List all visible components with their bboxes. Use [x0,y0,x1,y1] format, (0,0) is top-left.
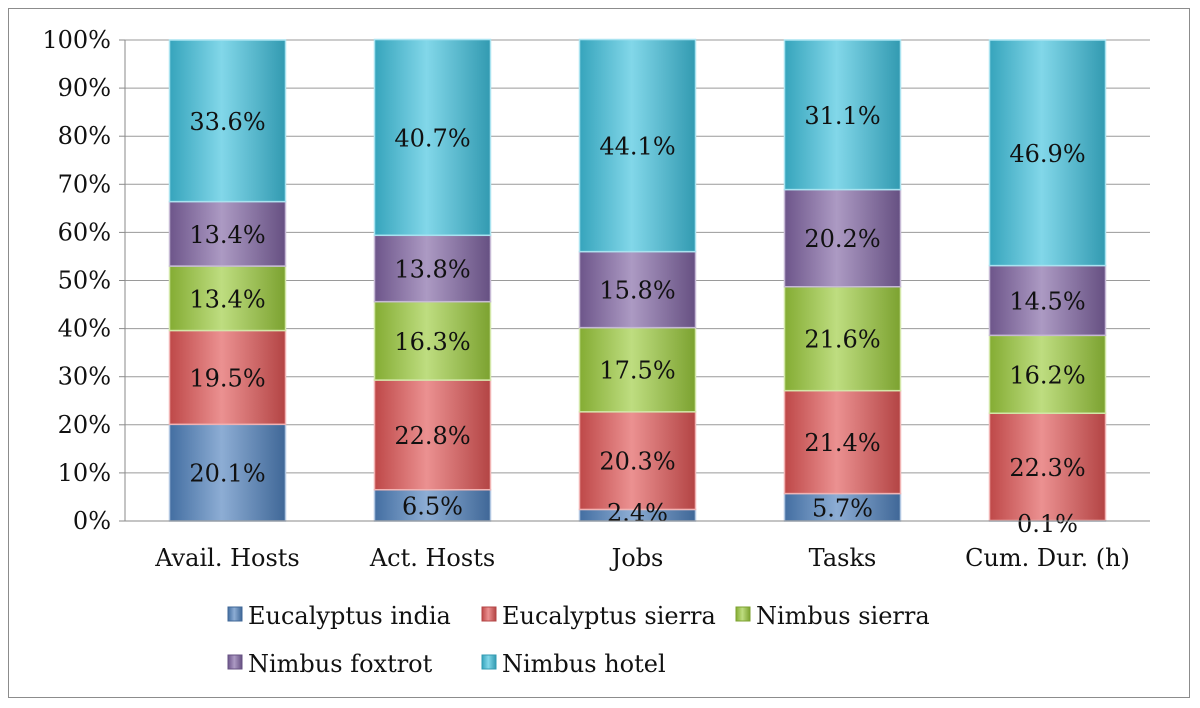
data-label: 2.4% [607,499,668,527]
legend-swatch [481,606,497,622]
data-label: 21.4% [804,429,880,457]
bar-segment-eucalyptus-sierra [168,329,287,426]
bar-segment-nimbus-hotel [168,39,287,203]
x-axis: Avail. Hosts Act. Hosts Jobs Tasks Cum. Dur.… [125,520,1150,572]
bars [168,38,1107,522]
data-label: 40.7% [394,124,470,152]
legend-swatch [735,606,751,622]
bar-segment-nimbus-sierra [988,334,1107,415]
x-category-label: Avail. Hosts [154,544,300,572]
bar-segment-nimbus-hotel [783,39,902,191]
bar-segment-eucalyptus-sierra [783,389,902,495]
y-tick-label: 10% [58,459,111,487]
bar-segment-nimbus-foxtrot [373,234,492,303]
data-label: 17.5% [599,357,675,385]
legend-label: Eucalyptus sierra [502,602,716,630]
bar-segment-eucalyptus-sierra [578,411,697,511]
bar-segment-nimbus-sierra [373,300,492,381]
data-label: 20.2% [804,225,880,253]
data-label: 44.1% [599,133,675,161]
data-label: 19.5% [189,364,265,392]
bar-segment-nimbus-hotel [988,39,1107,267]
legend: Eucalyptus india Eucalyptus sierra Nimbus … [227,602,930,678]
data-label: 6.5% [402,492,463,520]
legend-label: Nimbus foxtrot [248,650,433,678]
legend-label: Nimbus hotel [502,650,666,678]
bar-segment-nimbus-foxtrot [783,188,902,288]
y-tick-label: 20% [58,411,111,439]
data-label: 46.9% [1009,140,1085,168]
x-category-label: Cum. Dur. (h) [965,544,1130,572]
bar-segment-eucalyptus-sierra [988,412,1107,522]
data-label: 13.4% [189,221,265,249]
bar-segment-eucalyptus-india [373,488,492,522]
data-label: 16.3% [394,328,470,356]
data-label: 20.3% [599,448,675,476]
bar-segment-eucalyptus-sierra [373,379,492,491]
bar-segment-nimbus-foxtrot [988,264,1107,337]
data-label: 16.2% [1009,361,1085,389]
data-label: 31.1% [804,102,880,130]
y-tick-label: 80% [58,122,111,150]
y-tick-label: 70% [58,170,111,198]
data-label: 5.7% [812,494,873,522]
x-category-label: Tasks [809,544,877,572]
data-label: 0.1% [1017,510,1078,538]
bar-segment-nimbus-sierra [168,265,287,332]
bar-segment-nimbus-hotel [578,38,697,253]
legend-swatch [481,654,497,670]
legend-label: Eucalyptus india [248,602,451,630]
data-label: 22.3% [1009,454,1085,482]
x-category-label: Jobs [609,544,664,572]
y-tick-label: 0% [73,507,111,535]
data-label: 13.8% [394,255,470,283]
y-tick-label: 30% [58,363,111,391]
data-label: 33.6% [189,108,265,136]
bar-segment-nimbus-foxtrot [578,250,697,329]
legend-label: Nimbus sierra [756,602,930,630]
x-category-label: Act. Hosts [369,544,495,572]
bar-segment-nimbus-foxtrot [168,200,287,267]
bar-segment-nimbus-sierra [783,286,902,392]
legend-swatch [227,654,243,670]
bar-segment-nimbus-sierra [578,326,697,413]
y-tick-label: 50% [58,267,111,295]
data-label: 20.1% [189,460,265,488]
data-labels: 20.1% 19.5% 13.4% 13.4% 33.6% 6.5% 22.8% 16.3% 1… [189,102,1085,538]
data-label: 15.8% [599,277,675,305]
y-tick-label: 100% [42,26,111,54]
data-label: 13.4% [189,285,265,313]
bar-segment-nimbus-hotel [373,38,492,237]
data-label: 22.8% [394,422,470,450]
data-label: 14.5% [1009,287,1085,315]
y-axis: 0% 10% 20% 30% 40% 50% 60% 70% 80% 90% 100% [42,26,126,535]
legend-swatch [227,606,243,622]
y-tick-label: 40% [58,315,111,343]
bar-segment-eucalyptus-india [168,423,287,522]
y-tick-label: 60% [58,218,111,246]
y-tick-label: 90% [58,74,111,102]
data-label: 21.6% [804,326,880,354]
